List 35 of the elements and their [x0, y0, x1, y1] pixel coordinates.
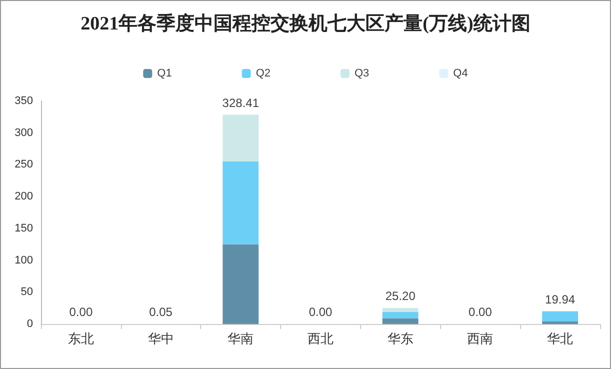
x-tick-label: 华中: [148, 331, 174, 346]
total-label: 0.00: [468, 305, 492, 319]
y-tick-label: 200: [14, 190, 33, 203]
x-tick-label: 华北: [547, 331, 574, 346]
bar: [382, 308, 418, 312]
y-tick-label: 300: [14, 126, 33, 139]
legend-label: Q4: [453, 68, 468, 80]
legend-label: Q1: [157, 68, 172, 80]
legend-label: Q3: [354, 68, 370, 80]
chart-title: 2021年各季度中国程控交换机七大区产量(万线)统计图: [80, 12, 530, 34]
y-tick-label: 50: [20, 286, 33, 298]
total-label: 19.94: [545, 292, 576, 306]
bar: [222, 244, 259, 324]
total-label: 25.20: [385, 288, 416, 303]
total-label: 328.41: [222, 96, 260, 110]
x-tick-label: 西北: [308, 331, 334, 346]
x-tick-label: 华南: [228, 331, 254, 346]
bar: [222, 162, 259, 244]
bar: [542, 321, 578, 324]
total-label: 0.05: [149, 304, 173, 319]
x-tick-label: 西南: [467, 331, 494, 346]
x-tick-label: 东北: [68, 331, 94, 346]
y-tick-label: 150: [14, 222, 33, 234]
bar: [382, 318, 418, 324]
y-tick-label: 350: [14, 95, 33, 107]
total-label: 0.00: [69, 305, 93, 319]
y-tick-label: 0: [26, 318, 33, 330]
bar: [382, 312, 418, 318]
legend-label: Q2: [256, 68, 271, 80]
total-label: 0.00: [308, 305, 332, 319]
x-tick-label: 华东: [387, 331, 414, 346]
y-tick-label: 100: [14, 254, 33, 266]
bar: [542, 311, 578, 322]
bar: [222, 114, 259, 162]
y-tick-label: 250: [14, 158, 33, 171]
